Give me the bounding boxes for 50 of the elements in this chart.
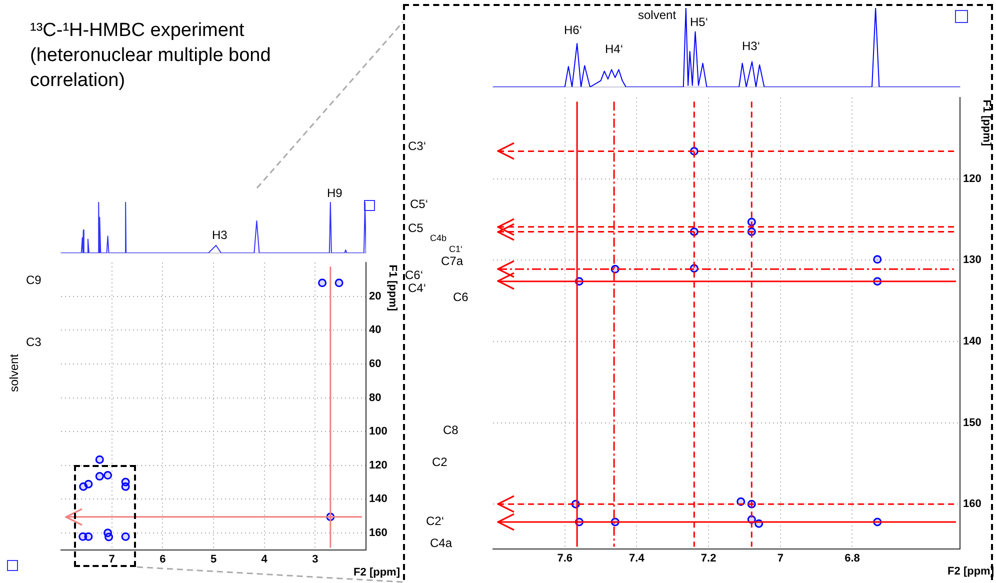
annotation: solvent [638,8,676,22]
x-tick-label: 5 [210,553,217,566]
x-tick-label: 6.8 [844,552,860,564]
text: C2 [432,455,448,469]
y-tick-label: 130 [963,254,982,266]
text: C8 [443,423,458,437]
text: C4b [430,233,447,243]
annotation: H3‘ [742,39,760,53]
x-tick-label: 7.6 [557,552,572,564]
y-tick-label: 40 [369,324,382,336]
text: C7a [441,254,464,268]
text: C3‘ [408,139,426,153]
text: ¹³C-¹H-HMBC experiment (heteronuclear multiple bond correlation) [30,19,272,93]
y-tick-label: 100 [369,426,388,438]
annotation: H3 [212,228,228,242]
text: C9 [26,273,42,287]
y-tick-label: 160 [369,526,388,539]
text: C4‘ [408,281,426,295]
text: C4a [430,536,452,550]
y-tick-label: 20 [369,290,382,302]
text: C6 [453,290,468,304]
y-tick-label: 150 [963,416,982,429]
text: C3 [26,335,42,349]
y-tick-label: 140 [369,493,388,506]
y-tick-label: 120 [963,172,982,185]
y-tick-label: 80 [369,392,382,404]
text: C2‘ [426,514,444,528]
x-tick-label: 7 [777,552,784,564]
y-tick-label: 160 [963,498,982,510]
text: C1‘ [449,244,463,254]
y-axis-title: F1 [ppm] [980,100,992,146]
annotation: H4‘ [605,42,624,56]
y-tick-label: 60 [369,358,382,370]
annotation: H5‘ [690,15,708,29]
y-tick-label: 120 [369,459,388,472]
x-tick-label: 7.4 [629,552,646,564]
y-tick-label: 140 [963,336,982,348]
x-axis-title: F2 [ppm] [354,566,400,578]
text: solvent [7,354,21,392]
x-tick-label: 7.2 [700,552,716,564]
text: C5‘ [410,197,428,211]
x-tick-label: 6 [160,553,166,566]
text: H9 [327,186,342,200]
text: C5 [408,221,424,235]
x-tick-label: 3 [312,553,318,566]
x-tick-label: 7 [108,553,115,566]
x-tick-label: 4 [261,553,268,566]
y-axis-title: F1 [ppm] [386,264,398,312]
text: C6‘ [405,268,424,282]
annotation: H6‘ [564,23,582,37]
